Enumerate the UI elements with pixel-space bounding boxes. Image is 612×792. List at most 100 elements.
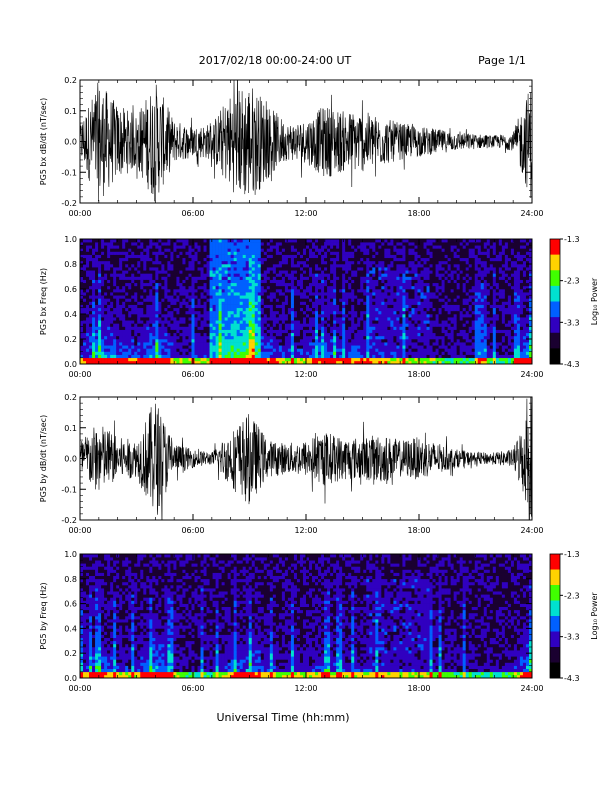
panel-bx-spectrogram-cell <box>299 273 304 277</box>
panel-bx-spectrogram-cell <box>146 267 150 271</box>
panel-bx-spectrogram-cell <box>290 329 295 334</box>
panel-bx-spectrogram-cell <box>101 292 105 296</box>
panel-bx-spectrogram-cell <box>269 351 274 355</box>
panel-bx-spectrogram-cell <box>290 239 295 243</box>
panel-bx-spectrogram-cell <box>405 254 409 259</box>
panel-bx-spectrogram-cell <box>360 298 364 302</box>
panel-bx-spectrogram-cell <box>402 314 406 318</box>
panel-bx-spectrogram-cell <box>333 285 337 290</box>
panel-bx-spectrogram-cell <box>95 260 99 265</box>
panel-bx-spectrogram-cell <box>363 329 367 334</box>
panel-bx-spectrogram-cell <box>95 332 99 337</box>
panel-bx-spectrogram-cell <box>312 242 316 246</box>
panel-bx-spectrogram-cell <box>80 248 84 252</box>
panel-bx-spectrogram-cell <box>83 245 87 249</box>
panel-bx-spectrogram-cell <box>188 360 192 365</box>
panel-bx-spectrogram-cell <box>167 254 171 259</box>
panel-bx-spectrogram-cell <box>125 298 129 302</box>
panel-bx-spectrogram-cell <box>113 332 117 337</box>
panel-bx-spectrogram-cell <box>122 279 126 284</box>
panel-bx-spectrogram-cell <box>260 339 265 343</box>
panel-bx-spectrogram-cell <box>287 254 292 259</box>
panel-bx-spectrogram-cell <box>83 351 87 355</box>
panel-bx-spectrogram-cell <box>263 264 268 268</box>
panel-bx-spectrogram-cell <box>92 360 96 365</box>
panel-bx-spectrogram-cell <box>200 270 204 274</box>
panel-bx-spectrogram-cell <box>167 307 171 312</box>
panel-bx-spectrogram-cell <box>306 310 310 315</box>
panel-bx-spectrogram-cell <box>245 314 250 318</box>
panel-bx-spectrogram-cell <box>107 354 111 359</box>
panel-bx-spectrogram-cell <box>318 289 322 293</box>
panel-bx-spectrogram-cell <box>441 257 445 262</box>
panel-bx-spectrogram-cell <box>143 348 147 352</box>
panel-bx-spectrogram-cell <box>86 245 90 249</box>
panel-bx-spectrogram-cell <box>161 251 165 255</box>
panel-bx-spectrogram-cell <box>257 329 262 334</box>
panel-bx-spectrogram-cell <box>260 304 265 309</box>
panel-bx-spectrogram-cell <box>197 314 201 318</box>
panel-bx-spectrogram-cell <box>318 314 322 318</box>
panel-bx-spectrogram-cell <box>158 248 162 252</box>
panel-bx-spectrogram-cell <box>396 245 400 249</box>
panel-bx-spectrogram-cell <box>170 267 174 271</box>
panel-bx-spectrogram-cell <box>387 351 391 355</box>
panel-bx-spectrogram-cell <box>161 282 165 287</box>
panel-bx-spectrogram-cell <box>414 348 418 352</box>
panel-bx-spectrogram-cell <box>104 317 108 321</box>
panel-bx-spectrogram-cell <box>122 342 126 346</box>
panel-bx-spectrogram-cell <box>290 301 295 305</box>
panel-bx-spectrogram-cell <box>420 304 424 309</box>
panel-bx-spectrogram-cell <box>426 273 430 277</box>
panel-bx-spectrogram-cell <box>354 254 358 259</box>
panel-bx-spectrogram-cell <box>324 339 328 343</box>
panel-bx-spectrogram-cell <box>113 310 117 315</box>
panel-bx-spectrogram-cell <box>248 323 253 327</box>
panel-bx-spectrogram-cell <box>396 257 400 262</box>
panel-bx-spectrogram-cell <box>296 326 301 330</box>
panel-bx-spectrogram-cell <box>296 257 301 262</box>
panel-bx-spectrogram-cell <box>432 260 436 265</box>
panel-bx-spectrogram-cell <box>321 354 325 359</box>
panel-bx-spectrogram-cell <box>143 279 147 284</box>
panel-bx-spectrogram-cell <box>179 298 183 302</box>
panel-bx-spectrogram-cell <box>230 282 234 287</box>
panel-bx-spectrogram-cell <box>324 279 328 284</box>
panel-bx-spectrogram-cell <box>384 304 388 309</box>
panel-bx-spectrogram-cell <box>372 254 376 259</box>
panel-bx-spectrogram-cell <box>245 351 250 355</box>
panel-bx-spectrogram-cell <box>227 354 231 359</box>
panel-bx-spectrogram-cell <box>224 270 228 274</box>
panel-bx-spectrogram-cell <box>128 326 132 330</box>
panel-bx-spectrogram-cell <box>369 335 373 340</box>
panel-bx-spectrogram-cell <box>167 317 171 321</box>
panel-bx-spectrogram-cell <box>149 245 153 249</box>
panel-bx-spectrogram-cell <box>420 264 424 268</box>
panel-bx-spectrogram-cell <box>269 329 274 334</box>
panel-bx-spectrogram-cell <box>197 310 201 315</box>
panel-bx-spectrogram-cell <box>330 260 334 265</box>
panel-bx-spectrogram-cell <box>110 273 114 277</box>
panel-bx-spectrogram-cell <box>128 360 132 365</box>
panel-bx-spectrogram-cell <box>417 342 421 346</box>
panel-bx-spectrogram-cell <box>86 351 90 355</box>
panel-bx-spectrogram-cell <box>125 242 129 246</box>
panel-bx-spectrogram-cell <box>137 345 141 349</box>
panel-bx-spectrogram-cell <box>182 326 186 330</box>
panel-bx-spectrogram-cell <box>167 239 171 243</box>
panel-bx-spectrogram-cell <box>125 273 129 277</box>
panel-bx-spectrogram-cell <box>251 342 256 346</box>
panel-bx-spectrogram-cell <box>137 307 141 312</box>
panel-bx-spectrogram-cell <box>306 332 310 337</box>
panel-bx-spectrogram-cell <box>411 310 415 315</box>
panel-bx-spectrogram-cell <box>158 314 162 318</box>
panel-bx-spectrogram-cell <box>101 329 105 334</box>
panel-bx-spectrogram-cell <box>269 320 274 324</box>
panel-bx-spectrogram-cell <box>336 323 340 327</box>
panel-bx-spectrogram-cell <box>296 267 301 271</box>
panel-bx-spectrogram-cell <box>351 242 355 246</box>
panel-bx-spectrogram-cell <box>203 360 207 365</box>
panel-bx-spectrogram-cell <box>179 357 183 362</box>
panel-bx-spectrogram-cell <box>242 279 247 284</box>
panel-bx-spectrogram-cell <box>143 301 147 305</box>
